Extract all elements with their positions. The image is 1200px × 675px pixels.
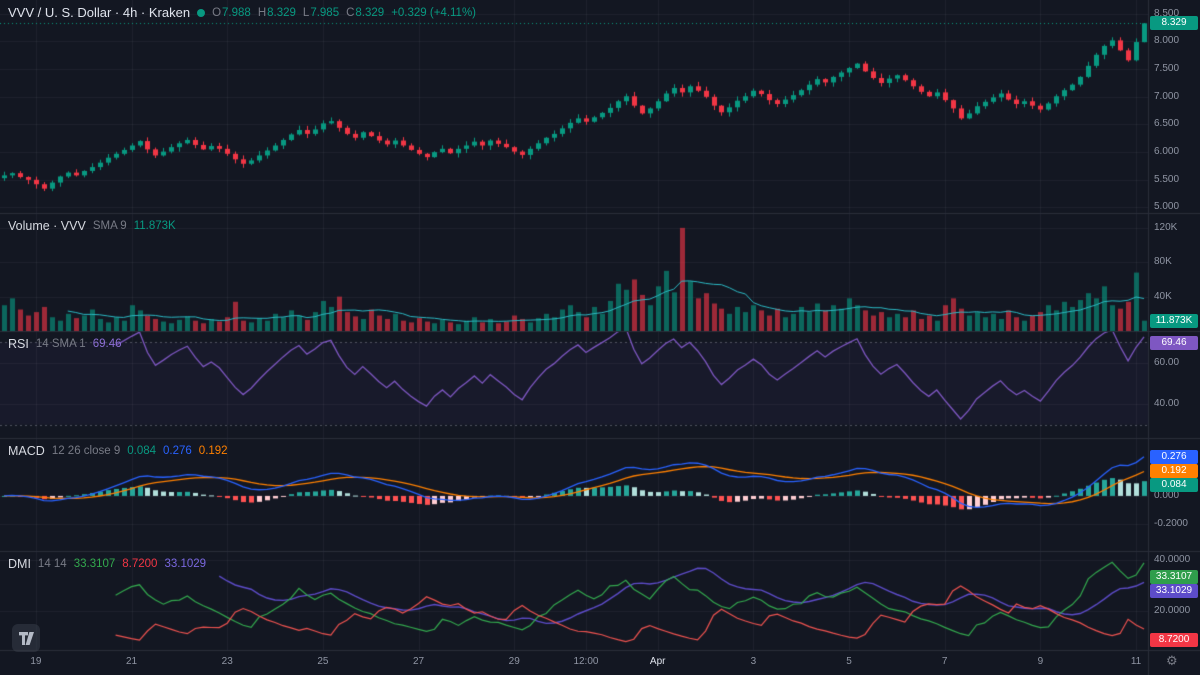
volume-scale-label: 120K (1154, 221, 1178, 233)
ohlc-low: L 7.985 (303, 7, 339, 19)
rsi-value-badge: 69.46 (1150, 336, 1198, 351)
macd-signal-value: 0.192 (198, 445, 228, 457)
dmi-scale-label: 40.0000 (1154, 553, 1191, 565)
rsi-legend[interactable]: RSI 14 SMA 1 69.46 (8, 337, 122, 351)
open-value: 7.988 (222, 6, 251, 19)
ohlc-close: C 8.329 (346, 7, 384, 19)
high-value: 8.329 (267, 6, 296, 19)
time-label: 5 (846, 656, 852, 667)
macd-params: 12 26 close 9 (51, 445, 121, 457)
macd-hist-value: 0.084 (127, 445, 157, 457)
time-label: 19 (30, 656, 42, 667)
price-scale-label: 8.000 (1154, 35, 1180, 47)
time-label: 29 (508, 656, 520, 667)
time-label: 7 (941, 656, 948, 667)
time-label: 12:00 (573, 656, 599, 667)
close-value: 8.329 (355, 6, 385, 19)
price-scale-label: 6.500 (1154, 118, 1180, 130)
macd-legend[interactable]: MACD 12 26 close 9 0.084 0.276 0.192 (8, 444, 228, 458)
price-scale[interactable]: 8.500 8.000 7.500 7.000 6.500 6.000 5.500 5.000… (1148, 0, 1200, 650)
volume-legend[interactable]: Volume · VVV SMA 9 11.873K (8, 219, 176, 233)
volume-value-badge: 11.873K (1150, 313, 1198, 328)
price-value-badge: 8.329 (1150, 16, 1198, 31)
dmi-legend[interactable]: DMI 14 14 33.3107 8.7200 33.1029 (8, 557, 206, 571)
symbol-title[interactable]: VVV / U. S. Dollar · 4h · Kraken (8, 5, 191, 20)
volume-sma-value: 11.873K (133, 220, 176, 232)
dmi-scale-label: 20.0000 (1154, 605, 1191, 617)
ohlc-high: H 8.329 (258, 7, 296, 19)
volume-params: SMA 9 (92, 220, 127, 232)
rsi-scale-label: 40.00 (1154, 398, 1180, 410)
settings-gear-icon[interactable]: ⚙ (1166, 654, 1178, 669)
symbol-legend[interactable]: VVV / U. S. Dollar · 4h · Kraken O 7.988 … (8, 5, 476, 20)
price-scale-label: 7.500 (1154, 63, 1180, 75)
price-scale-label: 8.500 (1154, 7, 1180, 19)
tradingview-logo-glyph (18, 631, 34, 645)
dmi-adx-value: 33.1029 (164, 558, 207, 570)
macd-scale-label: -0.2000 (1154, 518, 1188, 530)
volume-title[interactable]: Volume · VVV (8, 219, 86, 233)
time-label: 27 (412, 656, 425, 667)
high-label: H (257, 6, 267, 19)
dmi-value-badge: 8.7200 (1150, 633, 1198, 648)
rsi-title[interactable]: RSI (8, 337, 29, 351)
volume-scale-label: 40K (1154, 290, 1172, 302)
price-scale-label: 5.500 (1154, 173, 1180, 185)
pane-separator[interactable] (0, 329, 1148, 335)
macd-scale-label: 0.000 (1154, 489, 1180, 501)
price-change: +0.329 (+4.11%) (391, 6, 477, 19)
time-label: 21 (125, 656, 138, 667)
time-label: 11 (1130, 656, 1142, 667)
macd-value-badge: 0.192 (1150, 463, 1198, 478)
time-label: 23 (221, 656, 233, 667)
rsi-value: 69.46 (92, 338, 122, 350)
time-label: 3 (750, 656, 757, 667)
time-label: Apr (649, 656, 666, 667)
volume-scale-label: 80K (1154, 256, 1172, 268)
open-label: O (212, 6, 222, 19)
pane-separator[interactable] (0, 436, 1148, 442)
price-scale-label: 6.000 (1154, 146, 1180, 158)
ohlc-open: O 7.988 (212, 7, 251, 19)
dmi-value-badge: 33.3107 (1150, 569, 1198, 584)
pane-separator[interactable] (0, 211, 1148, 217)
macd-value-badge: 0.084 (1150, 477, 1198, 492)
tradingview-logo[interactable] (12, 624, 40, 652)
dmi-title[interactable]: DMI (8, 557, 31, 571)
macd-line-value: 0.276 (163, 445, 192, 457)
pane-separator[interactable] (0, 549, 1148, 555)
close-label: C (346, 6, 355, 19)
price-scale-label: 7.000 (1154, 90, 1180, 102)
time-scale[interactable]: 19 21 23 25 27 29 12:00 Apr 3 5 7 9 11 (0, 650, 1148, 675)
macd-value-badge: 0.276 (1150, 449, 1198, 464)
dmi-value-badge: 33.1029 (1150, 583, 1198, 598)
macd-title[interactable]: MACD (8, 444, 45, 458)
dmi-plus-di-value: 33.3107 (73, 558, 116, 570)
time-label: 9 (1037, 656, 1044, 667)
low-label: L (302, 6, 310, 19)
rsi-params: 14 SMA 1 (35, 338, 86, 350)
dmi-params: 14 14 (37, 558, 67, 570)
price-scale-label: 5.000 (1154, 201, 1180, 213)
low-value: 7.985 (310, 6, 340, 19)
rsi-scale-label: 60.00 (1154, 356, 1180, 368)
time-label: 25 (317, 656, 329, 667)
market-status-icon (197, 8, 206, 17)
dmi-minus-di-value: 8.7200 (122, 558, 158, 570)
